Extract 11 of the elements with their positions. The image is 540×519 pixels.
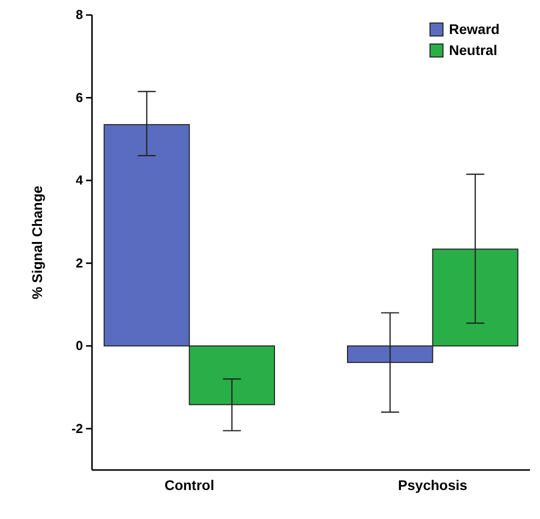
y-tick-label: 4 (76, 172, 84, 188)
y-tick-label: -2 (71, 420, 83, 436)
legend-label: Neutral (449, 42, 498, 58)
x-tick-label: Psychosis (398, 476, 468, 493)
x-tick-label: Control (164, 476, 214, 493)
y-axis-title: % Signal Change (29, 186, 45, 300)
y-tick-label: 6 (76, 90, 83, 105)
y-tick-label: 8 (76, 7, 83, 22)
y-tick-label: 2 (76, 255, 83, 270)
y-tick-label: 0 (76, 338, 83, 354)
legend-label: Reward (449, 21, 500, 37)
